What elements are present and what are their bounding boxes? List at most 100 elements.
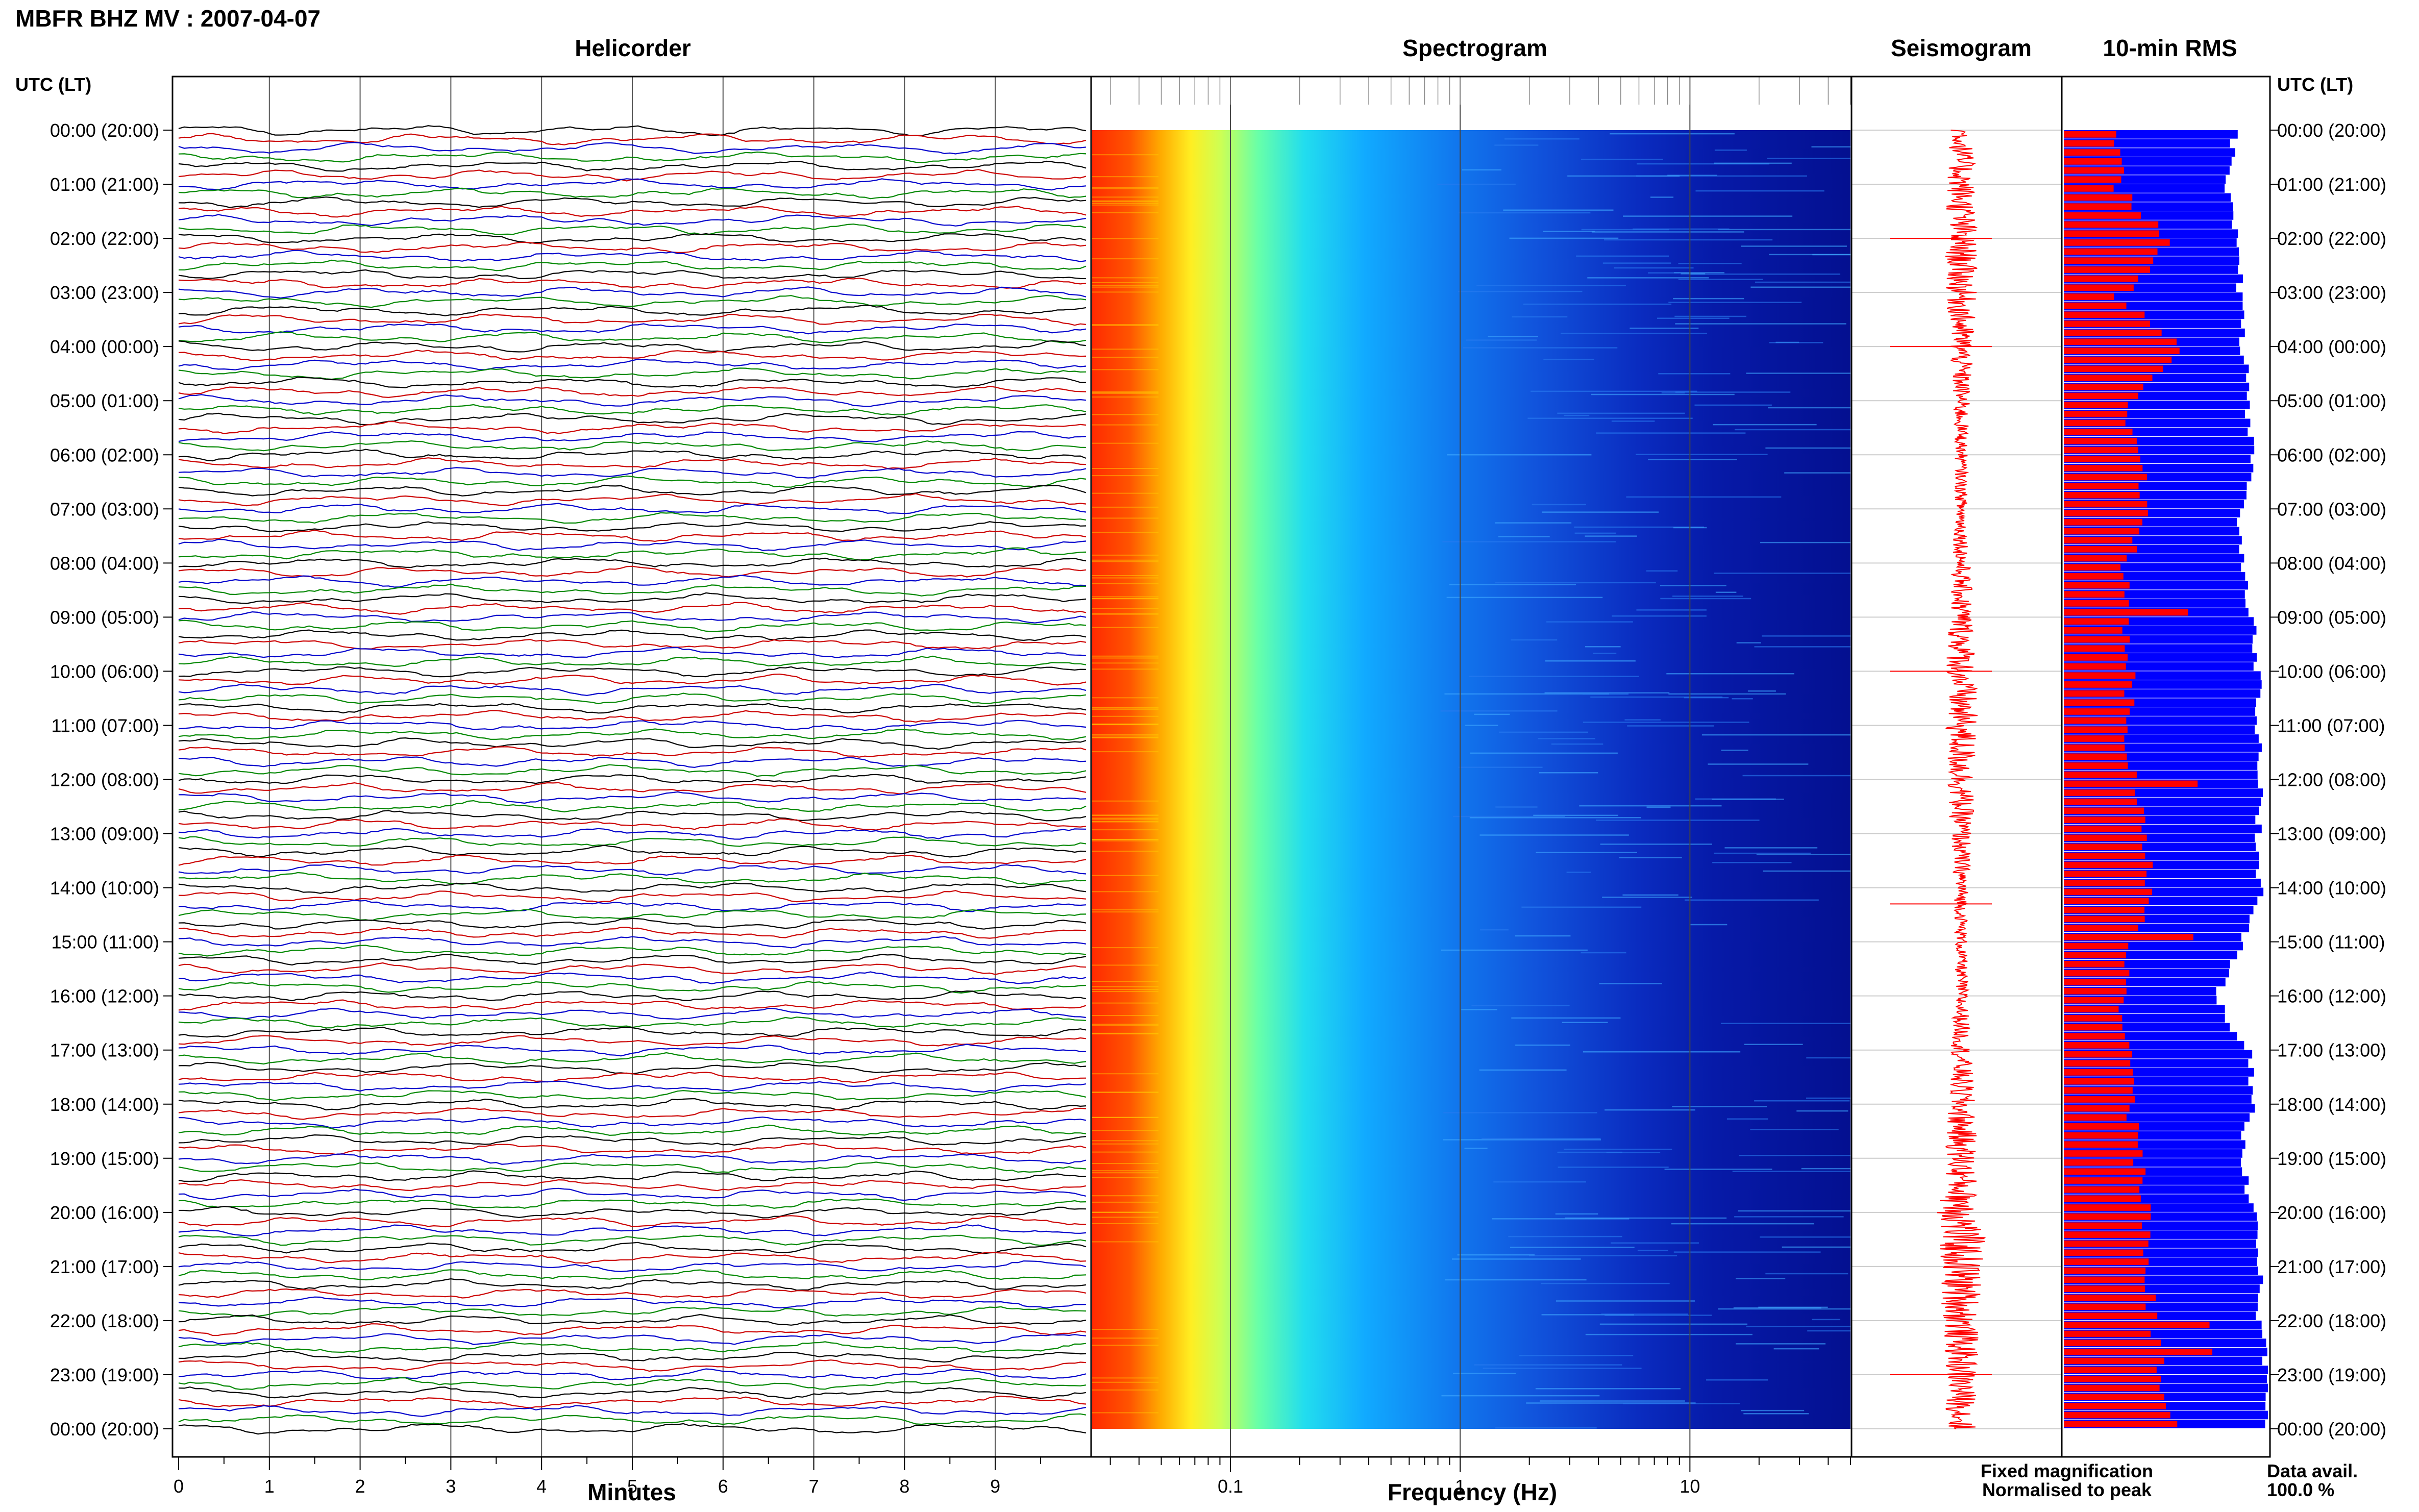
rms-normalised-bar <box>2064 221 2159 228</box>
helicorder-trace <box>178 828 1087 840</box>
time-label-right: 23:00 (19:00) <box>2277 1365 2386 1385</box>
rms-normalised-bar <box>2064 852 2145 859</box>
helicorder-trace <box>178 1035 1087 1047</box>
rms-normalised-bar <box>2064 1258 2149 1265</box>
helicorder-trace <box>178 673 1087 686</box>
rms-normalised-bar <box>2064 1150 2143 1157</box>
rms-normalised-bar <box>2064 1132 2138 1139</box>
rms-normalised-bar <box>2064 1357 2164 1365</box>
rms-normalised-bar <box>2064 609 2188 616</box>
time-label-right: 10:00 (06:00) <box>2277 661 2386 682</box>
helicorder-trace <box>178 954 1087 966</box>
helicorder-trace <box>178 305 1087 316</box>
rms-normalised-bar <box>2064 1096 2135 1103</box>
helicorder-trace <box>178 728 1087 741</box>
helicorder-trace <box>178 602 1087 615</box>
time-label-left: 13:00 (09:00) <box>50 824 159 845</box>
rms-normalised-bar <box>2064 392 2138 400</box>
helicorder-trace <box>178 782 1087 795</box>
helicorder-trace <box>178 890 1087 903</box>
rms-normalised-bar <box>2064 510 2149 516</box>
rms-normalised-bar <box>2064 419 2126 427</box>
time-label-right: 04:00 (00:00) <box>2277 336 2386 357</box>
helicorder-tick-label: 1 <box>264 1476 275 1497</box>
rms-normalised-bar <box>2064 410 2128 417</box>
helicorder-trace <box>178 457 1087 469</box>
rms-normalised-bar <box>2064 491 2140 499</box>
rms-normalised-bar <box>2064 1411 2170 1419</box>
rms-normalised-bar <box>2064 1231 2151 1238</box>
time-label-right: 15:00 (11:00) <box>2277 932 2385 953</box>
helicorder-trace <box>178 629 1087 641</box>
helicorder-trace <box>178 1117 1087 1129</box>
helicorder-trace <box>178 449 1087 462</box>
time-label-left: 23:00 (19:00) <box>50 1365 159 1385</box>
helicorder-trace <box>178 746 1087 758</box>
helicorder-trace <box>178 1143 1087 1155</box>
rms-normalised-bar <box>2064 1195 2141 1202</box>
time-label-right: 07:00 (03:00) <box>2277 499 2386 519</box>
rms-normalised-bar <box>2064 600 2129 607</box>
spectrogram-title: Spectrogram <box>1402 35 1547 61</box>
helicorder-trace <box>178 1306 1087 1318</box>
helicorder-trace <box>178 1107 1087 1120</box>
helicorder-trace <box>178 1161 1087 1173</box>
helicorder-trace <box>178 683 1087 696</box>
helicorder-trace <box>178 909 1087 922</box>
rms-normalised-bar <box>2064 627 2122 634</box>
spectrogram-tick-label: 10 <box>1680 1476 1700 1497</box>
helicorder-trace <box>178 1405 1087 1417</box>
rms-normalised-bar <box>2064 266 2150 273</box>
helicorder-trace <box>178 1395 1087 1408</box>
time-axis-header-right: UTC (LT) <box>2277 74 2353 95</box>
helicorder-trace <box>178 619 1087 632</box>
time-label-right: 05:00 (01:00) <box>2277 390 2386 411</box>
rms-normalised-bar <box>2064 915 2145 923</box>
helicorder-trace <box>178 1278 1087 1291</box>
time-label-right: 16:00 (12:00) <box>2277 986 2386 1007</box>
helicorder-tick-label: 0 <box>174 1476 184 1497</box>
seismogram-title: Seismogram <box>1891 35 2032 61</box>
time-label-left: 17:00 (13:00) <box>50 1040 159 1061</box>
helicorder-trace <box>178 1359 1087 1372</box>
rms-normalised-bar <box>2064 1394 2164 1400</box>
rms-normalised-bar <box>2064 1240 2149 1247</box>
rms-normalised-bar <box>2064 798 2137 805</box>
helicorder-title: Helicorder <box>575 35 691 61</box>
rms-normalised-bar <box>2064 753 2127 760</box>
helicorder-trace <box>178 1098 1087 1111</box>
rms-normalised-bar <box>2064 1069 2133 1076</box>
rms-normalised-bar <box>2064 780 2198 787</box>
helicorder-trace <box>178 1296 1087 1309</box>
helicorder-trace <box>178 278 1087 289</box>
rms-normalised-bar <box>2064 1177 2143 1184</box>
helicorder-trace <box>178 926 1087 939</box>
helicorder-tick-label: 9 <box>990 1476 1000 1497</box>
helicorder-trace <box>178 1124 1087 1136</box>
rms-normalised-bar <box>2064 789 2135 796</box>
seismogram-panel <box>1852 130 2062 1429</box>
rms-normalised-bar <box>2064 888 2153 896</box>
rms-normalised-bar <box>2064 1114 2127 1121</box>
rms-normalised-bar <box>2064 573 2124 580</box>
helicorder-trace <box>178 250 1087 262</box>
helicorder-trace <box>178 286 1087 299</box>
helicorder-trace <box>178 1313 1087 1326</box>
rms-normalised-bar <box>2064 582 2130 589</box>
rms-normalised-bar <box>2064 987 2127 995</box>
helicorder-trace <box>178 125 1087 136</box>
time-label-right: 00:00 (20:00) <box>2277 1419 2386 1440</box>
rms-normalised-bar <box>2064 149 2120 156</box>
helicorder-trace <box>178 882 1087 894</box>
rms-normalised-bar <box>2064 1384 2160 1392</box>
rms-normalised-bar <box>2064 131 2116 138</box>
rms-normalised-bar <box>2064 834 2147 841</box>
time-label-left: 00:00 (20:00) <box>50 1419 159 1440</box>
helicorder-trace <box>179 791 1087 804</box>
rms-normalised-bar <box>2064 437 2137 444</box>
helicorder-trace <box>178 331 1087 344</box>
helicorder-trace <box>179 259 1087 271</box>
helicorder-trace <box>178 358 1087 370</box>
helicorder-trace <box>178 475 1087 488</box>
time-label-left: 08:00 (04:00) <box>50 553 159 574</box>
